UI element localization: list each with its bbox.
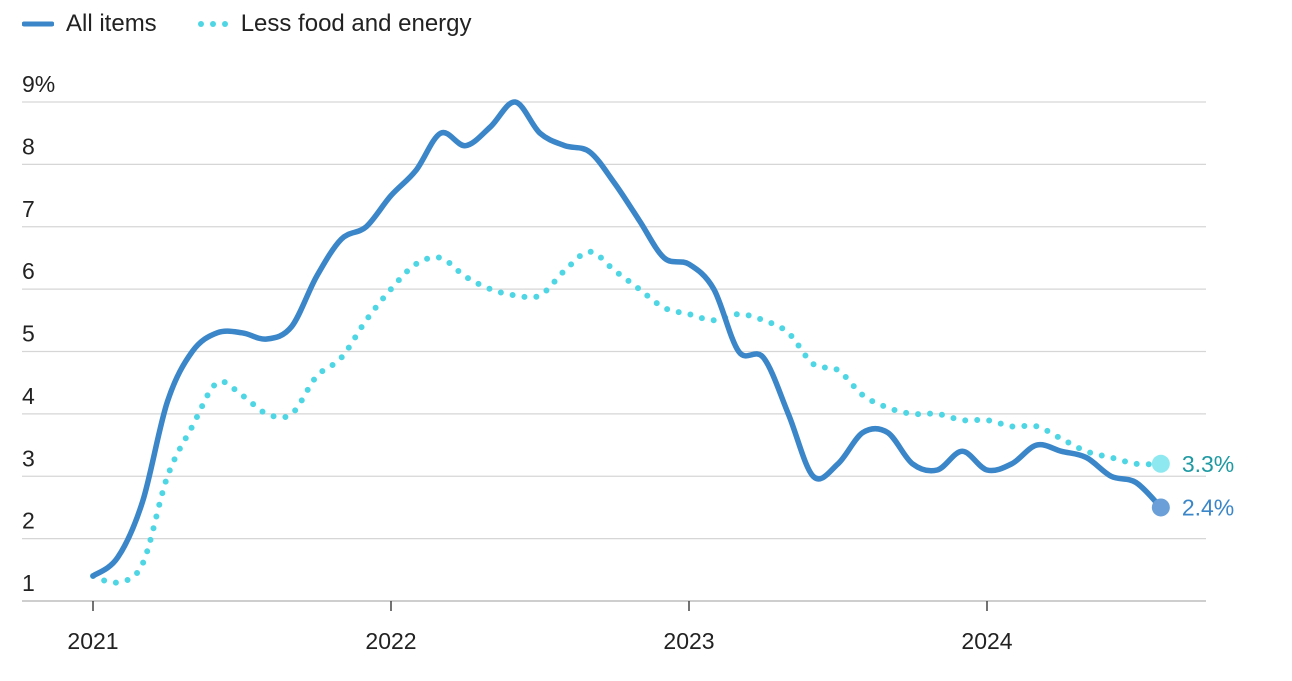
end-marker-all-items — [1151, 498, 1170, 517]
y-tick-label: 6 — [22, 258, 35, 284]
series-line-all-items — [90, 99, 1164, 579]
y-tick-label: 7 — [22, 196, 35, 222]
y-tick-label: 1 — [22, 570, 35, 596]
x-tick-label: 2022 — [365, 628, 416, 654]
x-tick-label: 2021 — [67, 628, 118, 654]
y-tick-label: 3 — [22, 445, 35, 471]
y-tick-label: 4 — [22, 383, 35, 409]
end-marker-less-food-and-energy — [1151, 454, 1170, 473]
y-tick-label: 9% — [22, 71, 55, 97]
legend-solid-line-icon — [22, 21, 54, 27]
y-tick-label: 2 — [22, 508, 35, 534]
legend-item-all-items: All items — [22, 10, 157, 38]
x-tick-label: 2023 — [663, 628, 714, 654]
legend-item-less-food-and-energy: Less food and energy — [197, 10, 472, 38]
y-tick-label: 8 — [22, 133, 35, 159]
y-tick-label: 5 — [22, 321, 35, 347]
legend-dotted-line-icon — [197, 21, 228, 27]
legend-label-all-items: All items — [66, 10, 157, 37]
chart-legend: All items Less food and energy — [22, 10, 512, 38]
legend-label-less-food-and-energy: Less food and energy — [240, 10, 472, 37]
series-line-less-food-and-energy — [90, 248, 1164, 586]
end-label-less-food-and-energy: 3.3% — [1182, 451, 1234, 477]
x-tick-label: 2024 — [961, 628, 1012, 654]
end-label-all-items: 2.4% — [1182, 494, 1234, 520]
